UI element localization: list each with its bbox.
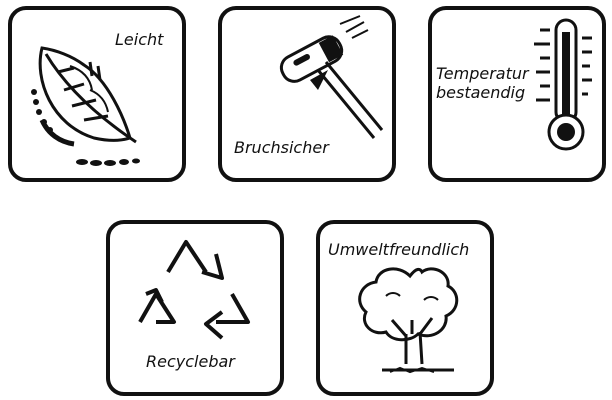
feature-label-recyclable: Recyclebar [146, 352, 235, 371]
feature-label-temperature-line1: Temperatur [436, 64, 529, 83]
feature-label-eco: Umweltfreundlich [328, 240, 470, 259]
feature-tile-unbreakable: Bruchsicher [218, 6, 396, 182]
tree-icon [358, 267, 459, 374]
feature-tile-temperature: Temperatur bestaendig [428, 6, 606, 182]
feature-tile-eco: Umweltfreundlich [316, 220, 494, 396]
feature-label-light: Leicht [115, 30, 164, 49]
feature-tile-recyclable: Recyclebar [106, 220, 284, 396]
feather-icon [31, 46, 140, 166]
feature-label-temperature-line2: bestaendig [436, 83, 526, 102]
recycle-icon [138, 240, 250, 340]
feature-label-unbreakable: Bruchsicher [234, 138, 329, 157]
thermometer-icon [534, 18, 592, 151]
hammer-icon [279, 15, 384, 139]
feature-tile-light: Leicht [8, 6, 186, 182]
